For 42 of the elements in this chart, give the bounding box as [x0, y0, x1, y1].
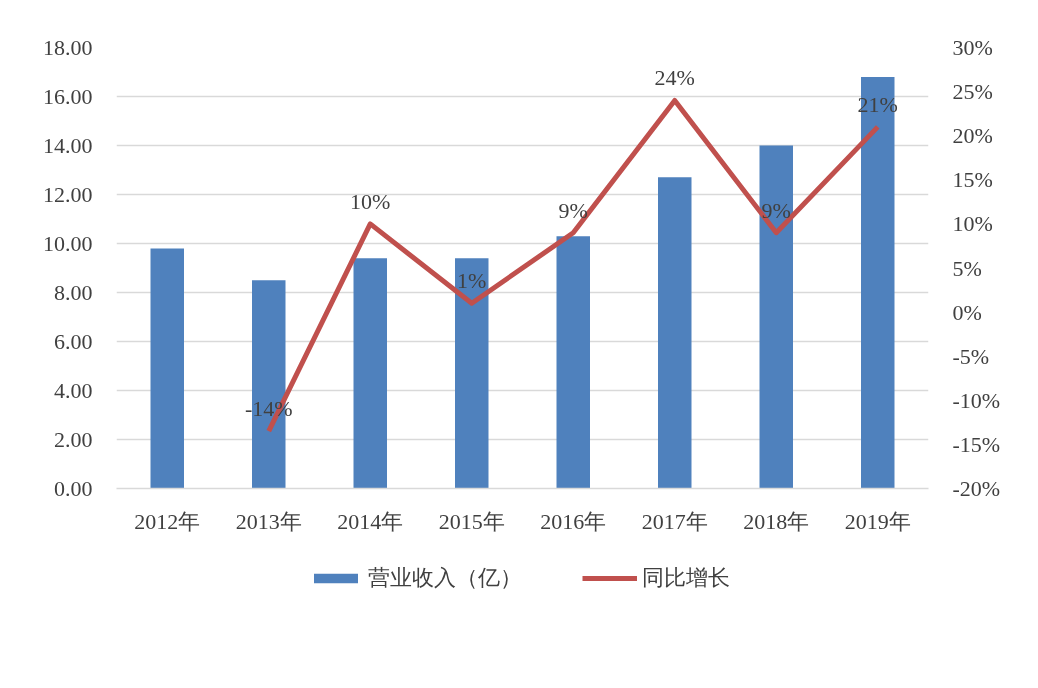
- data-label: 1%: [457, 268, 487, 294]
- x-tick-label: 2013年: [235, 508, 302, 534]
- y-tick-label: 4.00: [54, 377, 93, 403]
- y2-tick-label: -5%: [952, 343, 990, 369]
- y-tick-label: 14.00: [43, 132, 93, 158]
- x-tick-label: 2017年: [641, 508, 708, 534]
- data-label: 9%: [558, 197, 588, 223]
- x-tick-label: 2014年: [337, 508, 404, 534]
- data-label: 24%: [654, 65, 695, 91]
- y2-tick-label: -15%: [952, 431, 1001, 457]
- bar: [556, 236, 590, 489]
- data-label: 10%: [350, 188, 391, 214]
- y-tick-label: 12.00: [43, 181, 93, 207]
- bar: [150, 248, 184, 489]
- y2-tick-label: 20%: [952, 123, 993, 149]
- y2-tick-label: -20%: [952, 476, 1001, 501]
- y-tick-label: 8.00: [54, 279, 93, 305]
- y-tick-label: 16.00: [43, 83, 93, 109]
- bar: [353, 258, 387, 489]
- legend-label: 营业收入（亿）: [368, 564, 522, 592]
- x-tick-label: 2015年: [438, 508, 505, 534]
- bar: [658, 177, 692, 489]
- data-label: 9%: [761, 197, 791, 223]
- x-tick-label: 2018年: [743, 508, 810, 534]
- x-tick-label: 2019年: [844, 508, 911, 534]
- y2-tick-label: 25%: [952, 79, 993, 105]
- y2-tick-label: 10%: [952, 211, 993, 237]
- y2-tick-label: 0%: [952, 299, 982, 325]
- y-tick-label: 2.00: [54, 426, 93, 452]
- y-tick-label: 10.00: [43, 230, 93, 256]
- bar: [759, 145, 793, 489]
- x-tick-label: 2012年: [134, 508, 201, 534]
- bar: [455, 258, 489, 489]
- y2-tick-label: 15%: [952, 167, 993, 193]
- y-tick-label: 0.00: [54, 475, 93, 501]
- legend-label: 同比增长: [642, 564, 730, 592]
- y2-tick-label: 5%: [952, 255, 982, 281]
- y-tick-label: 6.00: [54, 328, 93, 354]
- y2-tick-label: 30%: [952, 35, 993, 60]
- y-tick-label: 18.00: [43, 34, 93, 60]
- y2-tick-label: -10%: [952, 387, 1001, 413]
- x-tick-label: 2016年: [540, 508, 607, 534]
